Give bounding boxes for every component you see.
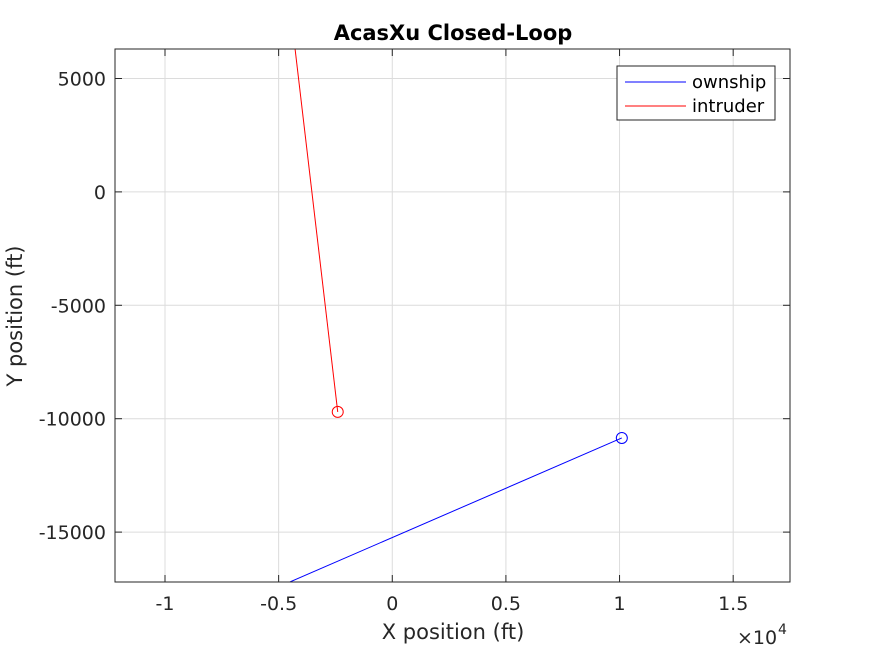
x-exponent-power: 4 xyxy=(778,622,787,638)
legend: ownship intruder xyxy=(616,65,776,121)
chart-title: AcasXu Closed-Loop xyxy=(334,21,573,45)
legend-label-ownship: ownship xyxy=(692,72,766,93)
plot-area-frame xyxy=(114,48,791,583)
x-axis-label: X position (ft) xyxy=(382,620,525,644)
x-tick-label: 1.5 xyxy=(718,593,748,615)
legend-label-intruder: intruder xyxy=(692,96,765,117)
series-line-ownship xyxy=(288,437,623,582)
y-tick-label: -15000 xyxy=(39,522,106,544)
x-tick-label: 0 xyxy=(386,593,398,615)
x-tick-label: -1 xyxy=(156,593,175,615)
y-tick-label: 5000 xyxy=(58,68,106,90)
plot-series xyxy=(288,49,628,582)
series-line-intruder xyxy=(294,49,339,412)
series-end-marker-ownship xyxy=(615,431,628,444)
x-exponent-base: ×10 xyxy=(737,627,777,649)
x-tick-labels: -1 -0.5 0 0.5 1 1.5 xyxy=(156,593,749,615)
y-tick-label: -5000 xyxy=(51,295,106,317)
grid-lines xyxy=(115,49,790,582)
series-end-marker-intruder xyxy=(331,405,344,418)
x-exponent-label: ×10 4 xyxy=(737,622,787,649)
y-axis-label: Y position (ft) xyxy=(3,245,27,387)
y-tick-label: -10000 xyxy=(39,409,106,431)
x-tick-label: -0.5 xyxy=(260,593,297,615)
x-tick-label: 0.5 xyxy=(491,593,521,615)
legend-box xyxy=(616,65,776,121)
y-tick-labels: 5000 0 -5000 -10000 -15000 xyxy=(39,68,106,544)
tick-marks xyxy=(115,49,790,582)
x-tick-label: 1 xyxy=(613,593,625,615)
y-tick-label: 0 xyxy=(94,182,106,204)
